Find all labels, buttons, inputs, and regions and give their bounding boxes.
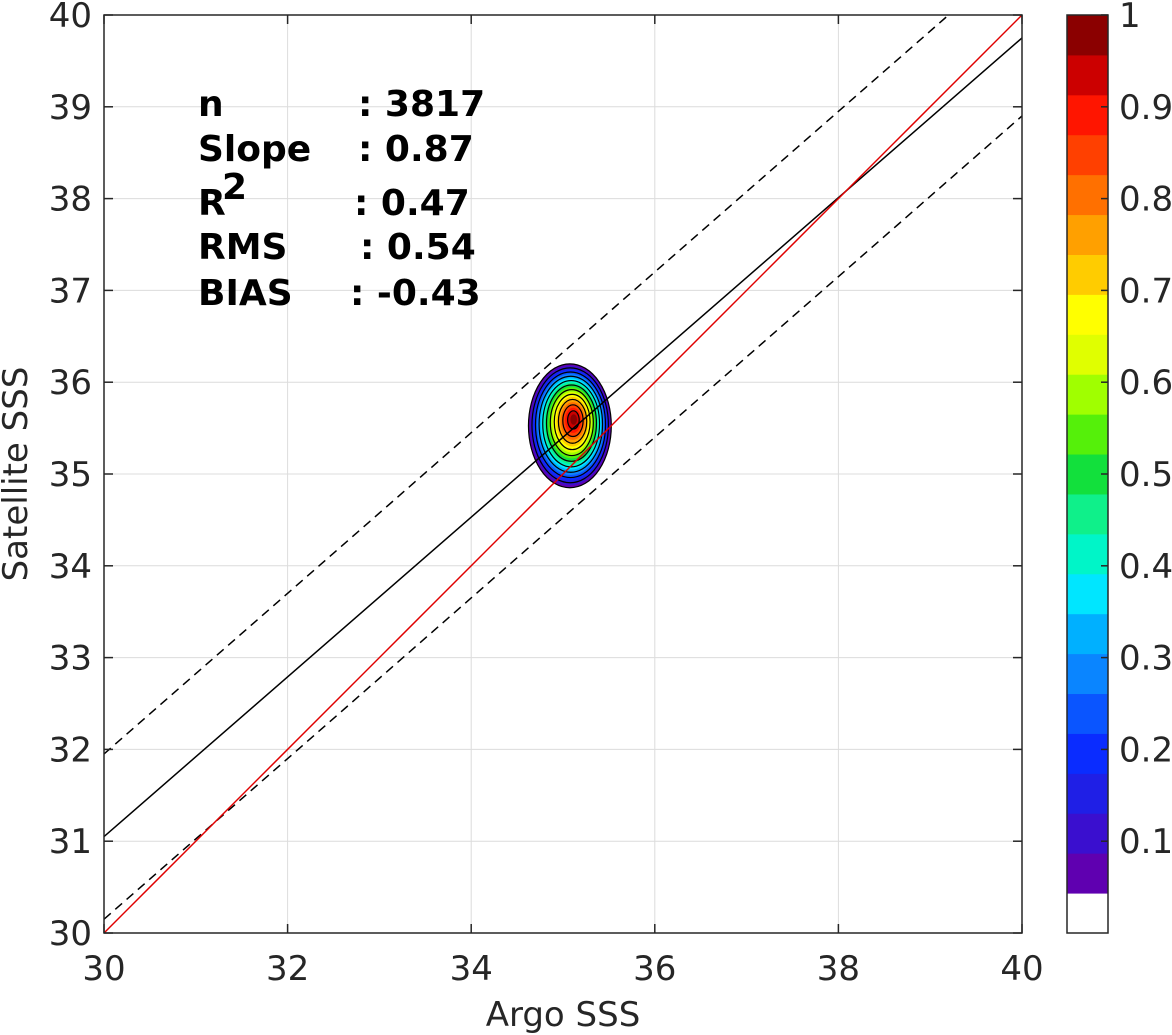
colorbar-tick-label: 0.9 (1119, 88, 1172, 128)
colorbar-band (1067, 853, 1108, 894)
colorbar-tick-label: 0.1 (1119, 822, 1172, 862)
colorbar-tick-label: 0.8 (1119, 180, 1172, 220)
y-tick-label: 36 (49, 363, 92, 403)
x-tick-label: 30 (82, 949, 125, 989)
stat-value: : 0.87 (358, 129, 474, 170)
colorbar-band (1067, 733, 1108, 774)
density-contours (527, 363, 612, 489)
x-axis-label: Argo SSS (486, 995, 641, 1035)
stat-value: : 3817 (358, 84, 485, 125)
colorbar-band (1067, 613, 1108, 655)
stat-label: Slope (198, 129, 311, 170)
colorbar-band (1067, 134, 1108, 176)
y-tick-label: 32 (49, 730, 92, 770)
regression-lines (104, 15, 1022, 933)
colorbar-band (1067, 334, 1108, 375)
colorbar-band (1067, 573, 1108, 615)
y-tick-label: 40 (49, 0, 92, 36)
colorbar-tick-label: 1 (1119, 0, 1141, 36)
colorbar-tick-label: 0.5 (1119, 455, 1172, 495)
colorbar-band (1067, 533, 1108, 575)
y-tick-label: 39 (49, 88, 92, 128)
stat-label: R (198, 183, 226, 224)
colorbar-band (1067, 653, 1108, 695)
x-tick-label: 40 (1000, 949, 1043, 989)
colorbar: 0.1 0.2 0.3 0.4 0.5 0.6 0.7 0.8 0.9 1 (1066, 0, 1172, 934)
stat-label: RMS (198, 227, 287, 268)
colorbar-band (1067, 15, 1108, 56)
colorbar-band (1067, 493, 1108, 535)
y-tick-label: 35 (49, 455, 92, 495)
colorbar-tick-label: 0.3 (1119, 639, 1172, 679)
y-tick-label: 37 (49, 271, 92, 311)
stat-value: : 0.47 (354, 183, 470, 224)
x-tick-label: 38 (817, 949, 860, 989)
fit-lower-band-line (104, 115, 1022, 920)
y-tick-labels: 30 31 32 33 34 35 36 37 38 39 40 (49, 0, 92, 954)
colorbar-band (1067, 414, 1108, 455)
y-axis-label: Satellite SSS (0, 367, 36, 582)
x-tick-labels: 30 32 34 36 38 40 (82, 949, 1043, 989)
y-tick-label: 31 (49, 822, 92, 862)
stat-value: : -0.43 (350, 273, 481, 314)
identity-line (104, 15, 1022, 933)
y-tick-label: 38 (49, 180, 92, 220)
colorbar-tick-label: 0.7 (1119, 271, 1172, 311)
colorbar-tick-label: 0.2 (1119, 730, 1172, 770)
colorbar-band (1067, 773, 1108, 814)
stat-label: n (198, 84, 224, 125)
grid-lines (103, 14, 1023, 934)
stat-label: BIAS (198, 273, 293, 314)
colorbar-band (1067, 214, 1108, 255)
colorbar-band (1067, 174, 1108, 216)
x-tick-label: 32 (266, 949, 309, 989)
colorbar-band (1067, 893, 1108, 934)
colorbar-band (1067, 94, 1108, 136)
axis-ticks (103, 14, 1023, 934)
x-tick-label: 34 (450, 949, 493, 989)
stat-value: : 0.54 (360, 227, 476, 268)
x-tick-label: 36 (633, 949, 676, 989)
statistics-box: n : 3817 Slope : 0.87 R2 : 0.47 RMS : 0.54 BIAS:… (198, 84, 485, 314)
colorbar-tick-label: 0.4 (1119, 547, 1172, 587)
colorbar-band (1067, 693, 1108, 734)
fit-line (104, 37, 1022, 838)
y-tick-label: 30 (49, 914, 92, 954)
colorbar-band (1067, 374, 1108, 415)
colorbar-band (1067, 813, 1108, 854)
colorbar-band (1067, 254, 1108, 295)
colorbar-band (1067, 294, 1108, 335)
y-tick-label: 34 (49, 547, 92, 587)
fit-upper-band-line (104, 15, 950, 755)
density-level-22 (570, 414, 577, 425)
colorbar-tick-label: 0.6 (1119, 363, 1172, 403)
colorbar-band (1067, 54, 1108, 96)
y-tick-label: 33 (49, 639, 92, 679)
stat-label-superscript: 2 (222, 167, 247, 208)
